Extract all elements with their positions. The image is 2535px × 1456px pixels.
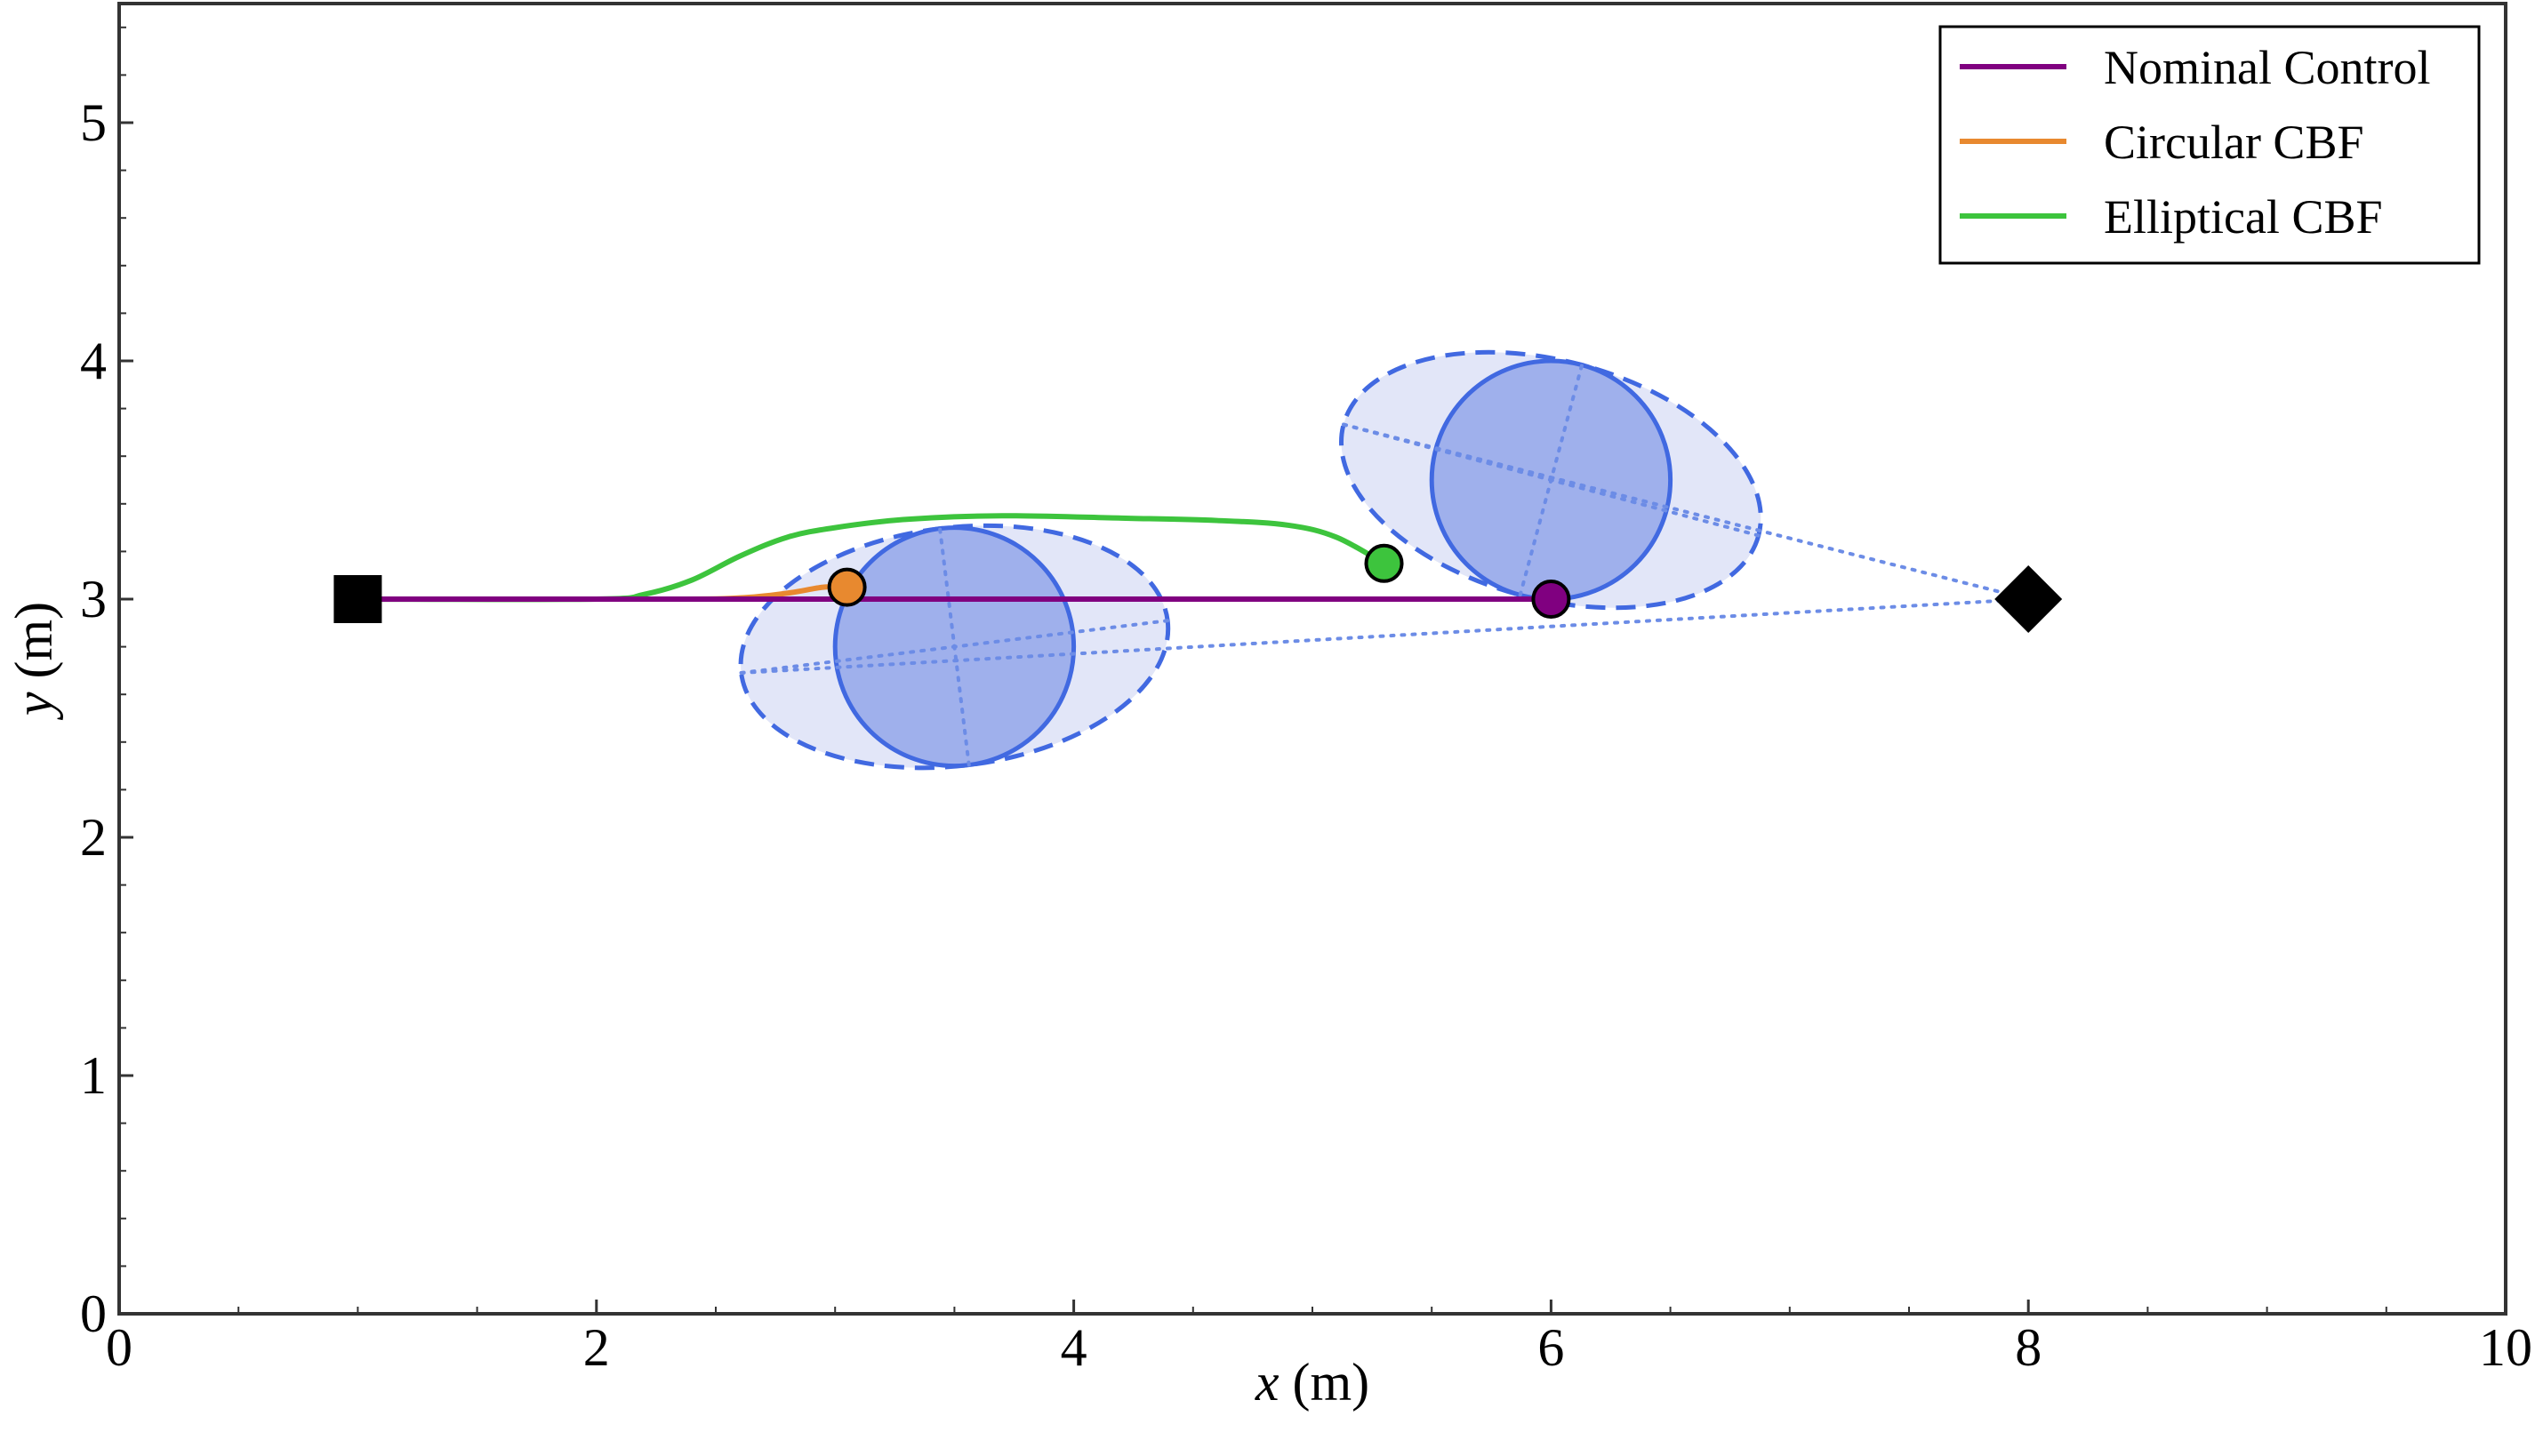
y-axis-label: y (m)	[4, 602, 63, 721]
legend-label-elliptical-cbf: Elliptical CBF	[2104, 190, 2383, 244]
obstacles-layer	[738, 349, 1763, 771]
x-tick-label-2: 2	[583, 1318, 610, 1377]
end-marker-nominal-control	[1531, 580, 1571, 619]
x-tick-label-0: 0	[106, 1318, 132, 1377]
y-tick-label-3: 3	[80, 570, 107, 628]
axis-tick-labels: 0 2 4 6 8 10 0 1 2 3 4 5	[80, 93, 2532, 1377]
goal-guide-line-2	[1342, 422, 2031, 601]
y-tick-label-5: 5	[80, 93, 107, 152]
legend-label-nominal-control: Nominal Control	[2104, 41, 2430, 94]
axis-ticks	[117, 26, 2507, 1316]
goal-guide-line-1	[739, 597, 2031, 675]
x-tick-label-10: 10	[2479, 1318, 2532, 1377]
markers-layer	[333, 543, 2063, 633]
goal-marker-diamond	[1994, 565, 2063, 633]
y-tick-label-0: 0	[80, 1284, 107, 1343]
obstacle-minor-axis-1	[938, 526, 971, 767]
x-axis-var: x	[1255, 1353, 1280, 1412]
y-tick-label-2: 2	[80, 808, 107, 867]
legend: Nominal Control Circular CBF Elliptical …	[1938, 25, 2481, 265]
start-marker-square	[333, 575, 382, 623]
obstacle-minor-axis-2	[1518, 363, 1584, 597]
end-marker-elliptical-cbf	[1364, 543, 1404, 583]
y-axis-var: y	[4, 692, 63, 721]
guide-lines-layer	[739, 422, 2031, 675]
trajectories-layer	[355, 513, 1554, 603]
y-tick-label-1: 1	[80, 1046, 107, 1105]
y-axis-unit: (m)	[4, 602, 63, 692]
end-marker-circular-cbf	[827, 567, 867, 607]
y-tick-label-4: 4	[80, 332, 107, 390]
x-tick-label-8: 8	[2015, 1318, 2042, 1377]
x-tick-label-4: 4	[1061, 1318, 1087, 1377]
legend-label-circular-cbf: Circular CBF	[2104, 116, 2364, 169]
x-tick-label-6: 6	[1537, 1318, 1564, 1377]
x-axis-label: x (m)	[1255, 1353, 1369, 1412]
x-axis-unit: (m)	[1280, 1353, 1370, 1412]
